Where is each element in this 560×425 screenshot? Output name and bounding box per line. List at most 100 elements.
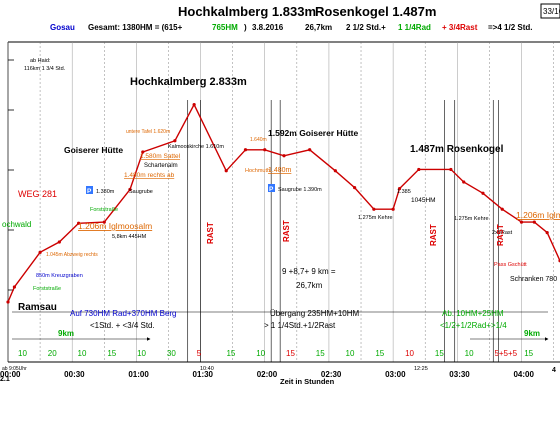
elevation-point	[532, 220, 536, 224]
corner-note-2: 116km 1 3/4 Std.	[24, 66, 66, 72]
x-ticks: 00:00 00:30 01:00 01:30 02:00 02:30 03:00 03:30…	[0, 370, 535, 379]
hochwald: ochwald	[2, 220, 31, 229]
elevation-point	[192, 102, 196, 107]
weg-281: WEG 281	[18, 189, 57, 199]
iglmoosalm-2: 1.206m Iglm	[516, 210, 560, 220]
elevation-point	[449, 167, 453, 172]
bottom-number: 10	[78, 349, 87, 358]
m1480: 1.480m	[268, 167, 292, 174]
elevation-point	[391, 207, 395, 211]
time-1225: 12:25	[414, 366, 428, 372]
abzweig: 1.045m Abzweig rechts	[46, 252, 98, 258]
saugrube-2: Saugrube 1.390m	[278, 187, 322, 193]
sub-place: Gosau	[50, 23, 75, 32]
seg2-a: Übergang 235HM+10HM	[270, 309, 359, 318]
sub-total-green: 765HM	[212, 23, 238, 32]
elevation-point	[38, 250, 42, 254]
bottom-number: 20	[48, 349, 57, 358]
km9-left: 9km	[58, 329, 74, 338]
bottom-number: 10	[18, 349, 27, 358]
bottom-number: 30	[167, 349, 176, 358]
time-1040: 10:40	[200, 366, 214, 372]
parking-2-icon	[268, 184, 275, 192]
bottom-number: 15	[316, 349, 325, 358]
page-box-label: 33/16	[543, 7, 560, 16]
sub-time-2: 1 1/4Rad	[398, 23, 431, 32]
schartenalm: Schartenalm	[144, 163, 178, 169]
sub-date: 3.8.2016	[252, 23, 284, 32]
bottom-number: 10	[137, 349, 146, 358]
elevation-point	[333, 169, 337, 173]
bottom-number: 10	[256, 349, 265, 358]
saugrube-1: 1.380m	[96, 189, 115, 195]
gps-left: 2.1	[0, 376, 10, 383]
elevation-point	[545, 231, 549, 235]
sub-total: Gesamt: 1380HM = (615+	[88, 23, 183, 32]
rast-label-3: RAST	[429, 224, 438, 246]
iglmoosalm-1: 1.206m Iglmoosalm	[78, 221, 152, 231]
km9-right: 9km	[524, 329, 540, 338]
elevation-point	[263, 148, 267, 152]
elevation-point	[519, 220, 524, 224]
elevation-point	[417, 167, 421, 172]
bottom-numbers: 10 20 10 15 10 30 5 15 10 15 15 10 15 10 15 10 5+5+5 15	[18, 349, 534, 358]
bottom-number: 15	[226, 349, 235, 358]
x-tick-label: 03:30	[449, 370, 470, 379]
bottom-number: 10	[346, 349, 355, 358]
bottom-number: 5+5+5	[494, 349, 517, 358]
bottom-number: 5	[197, 349, 202, 358]
sub-total-end: )	[244, 23, 247, 32]
bottom-number: 15	[375, 349, 384, 358]
hm1045: 1045HM	[411, 197, 436, 204]
bottom-number: 15	[435, 349, 444, 358]
goiserer-2: 1.592m Goiserer Hütte	[268, 128, 359, 138]
sub-km: 26,7km	[305, 23, 332, 32]
elevation-point	[481, 191, 485, 195]
page-box	[540, 3, 560, 19]
corner-note-1: ab Haid:	[30, 58, 51, 64]
bottom-number: 15	[524, 349, 533, 358]
elevation-point	[397, 186, 402, 191]
seg3-a: Ab. 10HM+25HM	[442, 309, 504, 318]
elevation-point	[353, 186, 357, 190]
sub-time-1: 2 1/2 Std.+	[346, 23, 386, 32]
elevation-point	[57, 240, 61, 244]
x2rast: 2x5Rast	[492, 230, 513, 236]
parking-1-label: P	[87, 188, 92, 195]
x-tick-label: 01:30	[193, 370, 214, 379]
x-tick-label: 01:00	[128, 370, 149, 379]
rast-label-1: RAST	[206, 222, 215, 244]
parking-2-label: P	[269, 186, 274, 193]
bottom-number: 10	[465, 349, 474, 358]
kalmooskirche: Kalmooskirche 1.610m	[168, 144, 224, 150]
elevation-point	[243, 148, 248, 152]
kehre-2: 1.275m Kehre	[454, 216, 489, 222]
rast-bands	[187, 100, 499, 362]
elevation-point	[308, 148, 312, 152]
forststrasse-1: Forststraße	[90, 207, 118, 213]
seg3-b: <1/2+1/2Rad+>1/4	[440, 321, 507, 330]
start-time: ab 9:05Uhr	[2, 366, 27, 372]
elevation-point	[77, 221, 81, 225]
seg1-b: <1Std. + <3/4 Std.	[90, 321, 155, 330]
peak1-title: Hochkalmberg 2.833m	[130, 76, 247, 88]
elevation-point	[128, 187, 132, 192]
elevation-point	[173, 139, 177, 143]
elevation-points	[6, 102, 560, 304]
chart-title-part-2: Rosenkogel 1.487m	[315, 4, 436, 19]
bottom-number: 15	[286, 349, 295, 358]
chart-title-part-1: Hochkalmberg 1.833m	[178, 4, 316, 19]
elevation-point	[141, 150, 145, 154]
km58: 5,8km 445HM	[112, 234, 147, 240]
elevation-point	[6, 300, 10, 304]
elevation-point	[102, 220, 106, 224]
seg2-b: > 1 1/4Std.+1/2Rast	[264, 321, 336, 330]
x-axis-label: Zeit in Stunden	[280, 377, 335, 386]
x-tick-label: 02:00	[257, 370, 278, 379]
sub-time-3: + 3/4Rast	[442, 23, 478, 32]
rechts-ab: 1.480m rechts ab	[124, 172, 175, 179]
rosenkogel-label: 1.487m Rosenkogel	[410, 144, 504, 155]
elevation-point	[282, 154, 286, 158]
